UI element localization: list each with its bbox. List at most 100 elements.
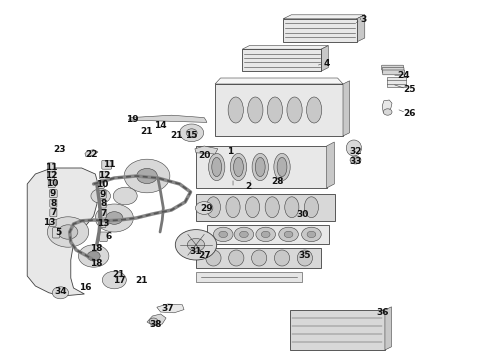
Polygon shape	[147, 314, 166, 326]
FancyBboxPatch shape	[290, 310, 385, 350]
FancyBboxPatch shape	[49, 190, 57, 198]
FancyBboxPatch shape	[99, 171, 107, 179]
Circle shape	[78, 245, 109, 267]
Circle shape	[240, 231, 248, 238]
FancyBboxPatch shape	[48, 172, 55, 180]
Text: 1: 1	[227, 147, 233, 156]
Circle shape	[52, 287, 69, 299]
Circle shape	[307, 231, 316, 238]
Circle shape	[279, 227, 298, 242]
Ellipse shape	[255, 157, 265, 177]
Text: 20: 20	[198, 151, 211, 160]
Circle shape	[91, 189, 111, 203]
Polygon shape	[195, 146, 218, 154]
Circle shape	[284, 231, 293, 238]
Text: 21: 21	[140, 127, 153, 136]
Ellipse shape	[265, 197, 279, 217]
FancyBboxPatch shape	[48, 180, 55, 188]
Circle shape	[106, 212, 123, 224]
Circle shape	[124, 159, 170, 193]
FancyBboxPatch shape	[207, 225, 329, 244]
Text: 12: 12	[98, 171, 111, 180]
Text: 4: 4	[323, 59, 330, 68]
Text: 5: 5	[56, 228, 62, 237]
Circle shape	[302, 227, 321, 242]
FancyBboxPatch shape	[49, 219, 56, 226]
Text: 13: 13	[43, 218, 56, 227]
FancyBboxPatch shape	[50, 209, 57, 217]
Circle shape	[214, 227, 233, 242]
FancyBboxPatch shape	[48, 163, 55, 172]
Circle shape	[261, 231, 270, 238]
Ellipse shape	[212, 157, 221, 177]
Text: 11: 11	[102, 160, 115, 169]
Text: 17: 17	[113, 276, 125, 285]
Text: 11: 11	[45, 163, 57, 172]
Polygon shape	[321, 46, 328, 71]
Text: 21: 21	[135, 276, 148, 285]
Ellipse shape	[226, 197, 240, 217]
Text: 6: 6	[106, 232, 112, 241]
Circle shape	[149, 318, 158, 324]
Circle shape	[187, 238, 205, 251]
Text: 22: 22	[85, 150, 98, 159]
Text: 8: 8	[100, 199, 106, 208]
Polygon shape	[283, 15, 365, 19]
Circle shape	[256, 227, 275, 242]
Text: 14: 14	[154, 121, 167, 130]
Text: 24: 24	[398, 71, 410, 80]
FancyBboxPatch shape	[98, 200, 106, 208]
Circle shape	[350, 156, 361, 164]
Polygon shape	[385, 307, 392, 350]
Circle shape	[87, 251, 100, 261]
Text: 13: 13	[97, 220, 110, 229]
Ellipse shape	[277, 157, 287, 177]
Polygon shape	[327, 142, 334, 188]
Polygon shape	[85, 150, 98, 157]
Text: 7: 7	[50, 208, 56, 217]
Text: 25: 25	[403, 85, 416, 94]
Text: 9: 9	[99, 190, 106, 199]
Ellipse shape	[228, 97, 244, 123]
Text: 19: 19	[126, 116, 139, 125]
Circle shape	[219, 231, 227, 238]
FancyBboxPatch shape	[102, 161, 112, 169]
Text: 36: 36	[376, 308, 389, 317]
Circle shape	[102, 271, 126, 289]
Text: 28: 28	[271, 177, 284, 186]
Text: 33: 33	[350, 158, 362, 166]
FancyBboxPatch shape	[196, 194, 335, 221]
Ellipse shape	[285, 197, 299, 217]
Circle shape	[48, 217, 89, 247]
Ellipse shape	[287, 97, 302, 123]
Polygon shape	[357, 15, 365, 42]
Polygon shape	[242, 46, 328, 49]
FancyBboxPatch shape	[98, 190, 106, 198]
Text: 8: 8	[50, 199, 56, 208]
Text: 16: 16	[79, 283, 92, 292]
Polygon shape	[283, 19, 357, 42]
Polygon shape	[382, 100, 392, 113]
Ellipse shape	[268, 97, 283, 123]
Polygon shape	[27, 168, 98, 296]
Circle shape	[234, 227, 254, 242]
FancyBboxPatch shape	[215, 84, 343, 136]
Ellipse shape	[304, 197, 319, 217]
Ellipse shape	[248, 97, 263, 123]
FancyBboxPatch shape	[387, 77, 406, 87]
Ellipse shape	[209, 153, 225, 181]
Text: 9: 9	[49, 189, 56, 198]
Text: 27: 27	[198, 251, 211, 260]
FancyBboxPatch shape	[196, 272, 302, 282]
Text: 3: 3	[361, 15, 367, 24]
Text: 38: 38	[149, 320, 161, 329]
Circle shape	[113, 187, 137, 205]
FancyBboxPatch shape	[196, 146, 327, 188]
Circle shape	[95, 204, 133, 232]
Circle shape	[383, 109, 392, 115]
Polygon shape	[128, 115, 207, 122]
Circle shape	[196, 202, 213, 215]
Ellipse shape	[206, 250, 221, 266]
Text: 35: 35	[298, 251, 311, 260]
Circle shape	[137, 168, 157, 184]
